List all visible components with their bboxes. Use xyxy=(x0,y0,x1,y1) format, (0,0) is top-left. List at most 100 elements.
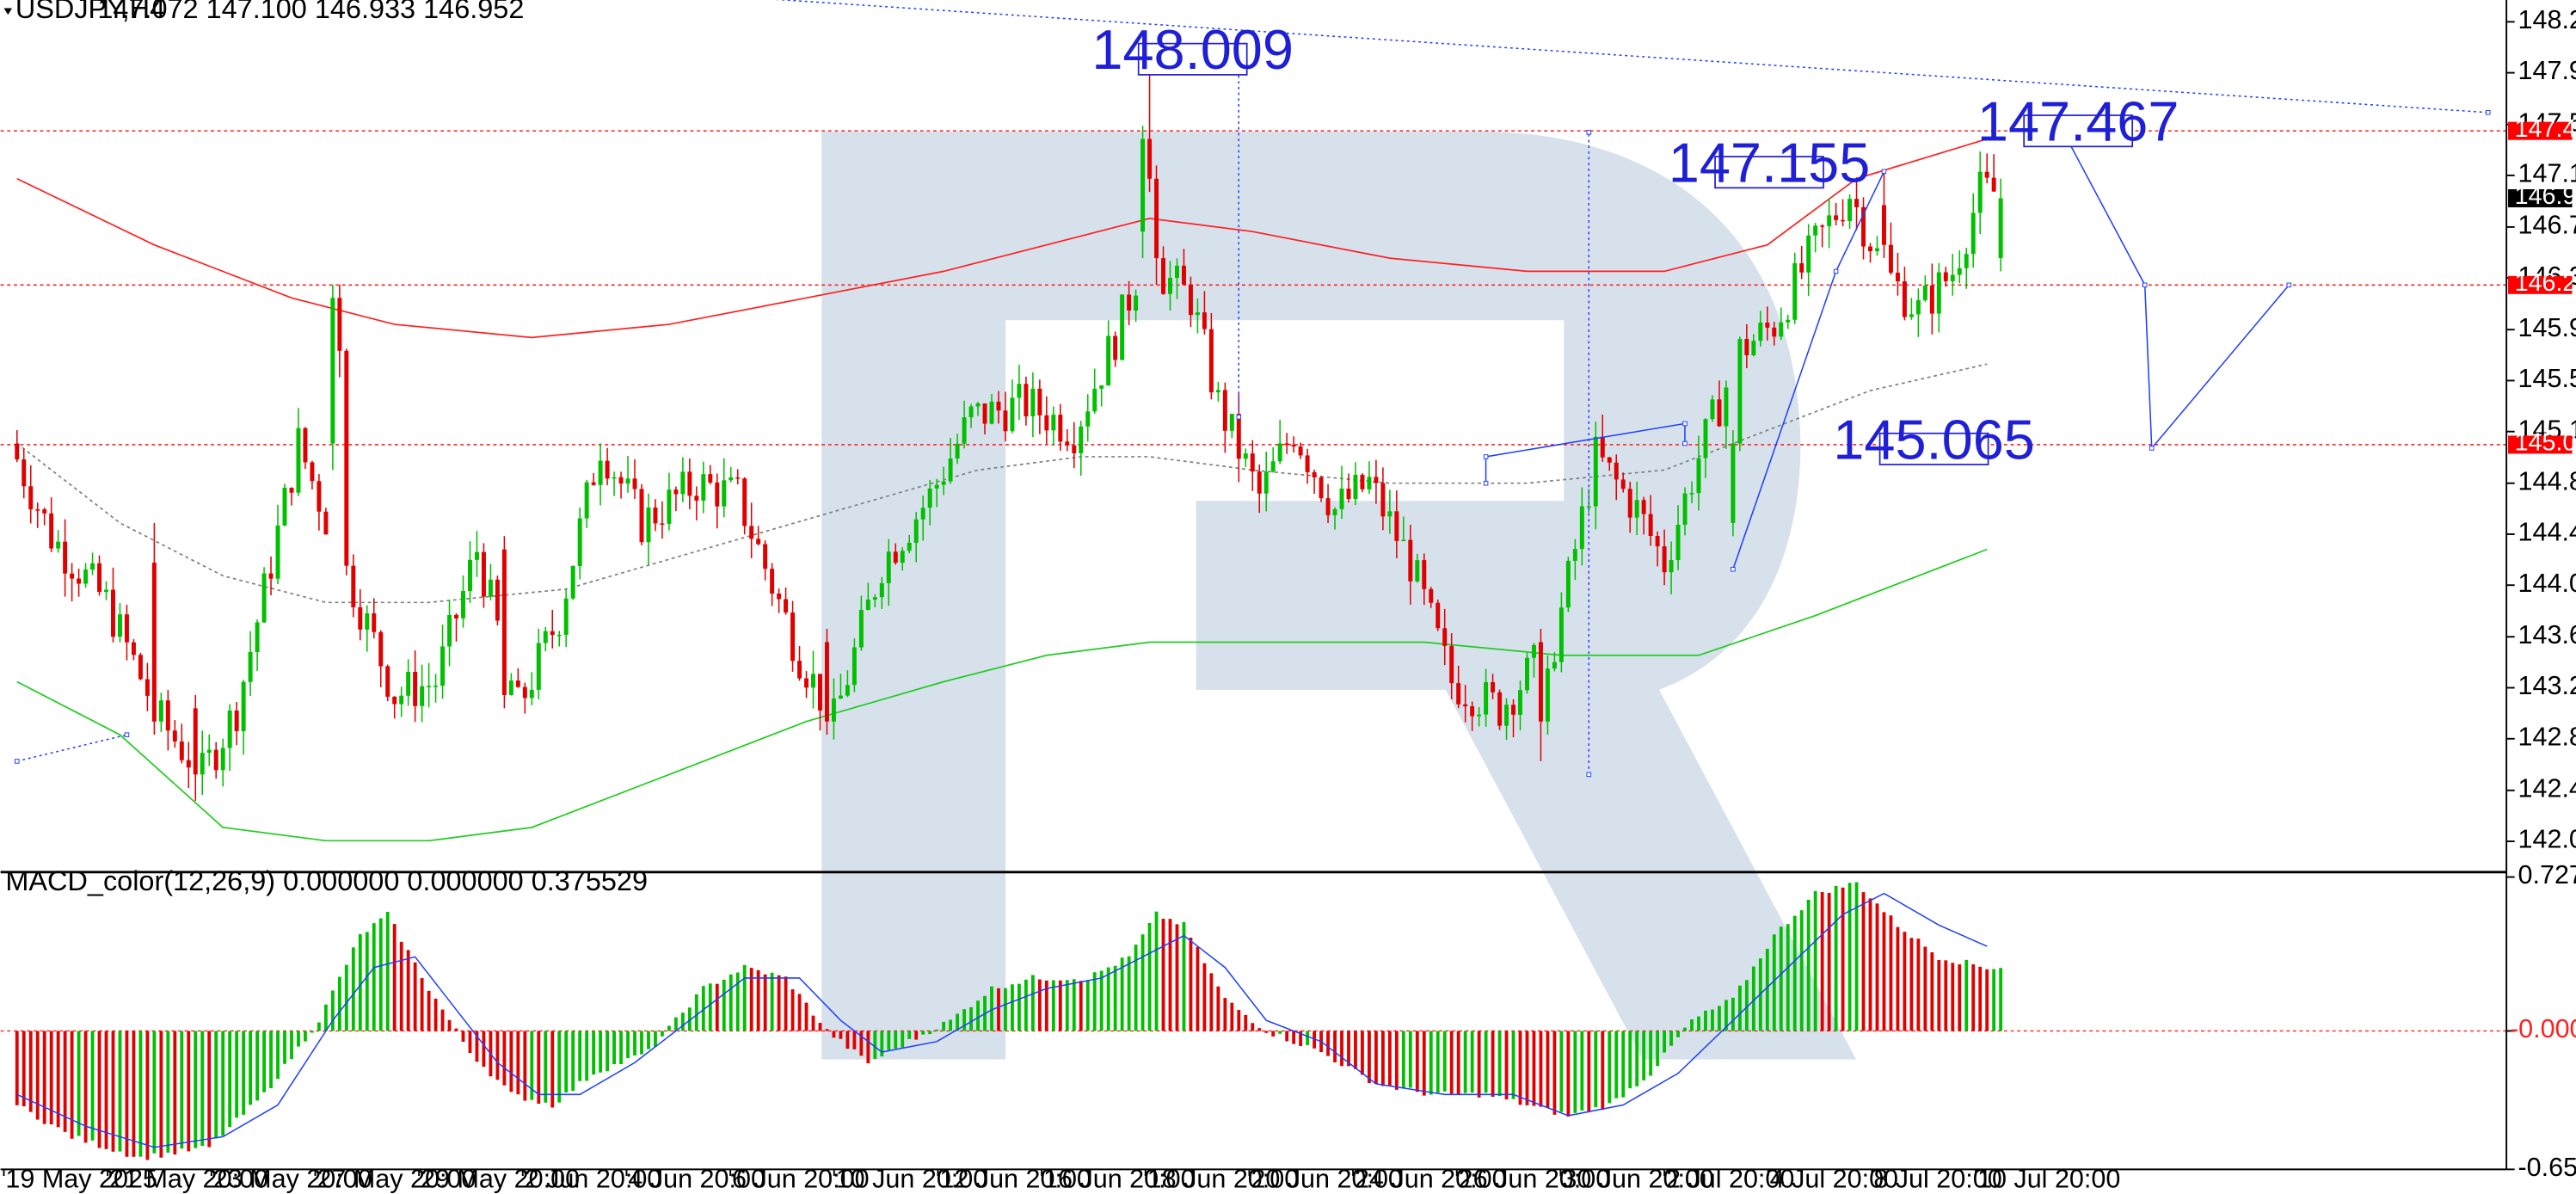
macd-bar xyxy=(1251,1023,1255,1031)
candle-body xyxy=(653,508,658,524)
macd-bar xyxy=(440,1009,445,1031)
macd-bar xyxy=(1841,887,1845,1031)
candle-body xyxy=(1051,415,1056,431)
macd-bar xyxy=(818,1023,822,1031)
candle-body xyxy=(515,680,520,687)
macd-bar xyxy=(1656,1031,1660,1067)
candle-body xyxy=(694,495,699,501)
macd-bar xyxy=(612,1031,616,1065)
macd-bar xyxy=(1182,921,1186,1031)
macd-bar xyxy=(1477,1031,1481,1098)
candle-body xyxy=(1977,171,1983,213)
candle-body xyxy=(1037,388,1042,415)
candle-body xyxy=(790,612,796,662)
candle-body xyxy=(660,523,665,525)
macd-bar xyxy=(544,1031,548,1103)
candle-body xyxy=(1113,335,1118,360)
macd-bar xyxy=(797,994,802,1031)
candle-body xyxy=(200,753,205,775)
macd-bar xyxy=(571,1031,575,1091)
macd-bar xyxy=(1361,1031,1364,1075)
candle-body xyxy=(1181,265,1186,285)
candle-body xyxy=(1277,443,1282,462)
candle-body xyxy=(501,549,507,695)
macd-bar xyxy=(1491,1031,1495,1097)
macd-bar xyxy=(1161,919,1165,1031)
macd-bar xyxy=(1711,1009,1714,1031)
candle-body xyxy=(310,462,315,482)
price-tick-label: 147.125 xyxy=(2518,159,2576,188)
trendline-handle xyxy=(124,732,130,737)
macd-bar xyxy=(1820,892,1824,1031)
macd-bar xyxy=(1037,979,1042,1031)
macd-bar xyxy=(1909,938,1914,1031)
price-panel[interactable]: 148.009 147.155 147.467 145.065 xyxy=(0,0,2507,842)
candle-body xyxy=(1030,388,1036,416)
macd-bar xyxy=(1497,1031,1502,1097)
level-price-tag-label: 146.297 xyxy=(2515,269,2576,297)
candle-body xyxy=(673,489,679,495)
candle-body xyxy=(996,401,1001,411)
macd-bar xyxy=(770,972,774,1031)
macd-bar xyxy=(1085,980,1090,1031)
candle-body xyxy=(1545,668,1550,722)
candle-body xyxy=(680,471,685,495)
candle-body xyxy=(372,613,377,632)
candle-body xyxy=(83,569,89,584)
macd-bar xyxy=(647,1031,650,1049)
macd-bar xyxy=(687,1007,692,1031)
macd-bar xyxy=(1882,912,1886,1031)
candle-body xyxy=(1429,588,1434,603)
callout-box xyxy=(1714,156,1824,189)
time-tick-label: 2 Jul 20:00 xyxy=(1666,1164,1794,1193)
macd-bar xyxy=(667,1025,671,1031)
price-tick-label: 142.480 xyxy=(2518,773,2576,803)
macd-bar xyxy=(276,1031,280,1080)
candle-body xyxy=(268,573,274,579)
candle-body xyxy=(1682,493,1688,526)
candle-body xyxy=(838,695,843,699)
macd-bar xyxy=(194,1031,198,1148)
macd-bar xyxy=(132,1031,136,1157)
candle-body xyxy=(763,544,768,569)
macd-bar xyxy=(1202,963,1207,1031)
candle-body xyxy=(1387,511,1393,517)
candle-body xyxy=(831,699,836,722)
candle-body xyxy=(1744,339,1749,355)
candle-body xyxy=(1875,248,1879,252)
candle-body xyxy=(303,428,308,463)
macd-bar xyxy=(1532,1031,1536,1106)
candle-body xyxy=(289,488,294,493)
candle-body xyxy=(962,417,967,444)
candle-body xyxy=(1339,489,1344,509)
candle-body xyxy=(1085,411,1091,427)
time-tick-label: 29 May 20:00 xyxy=(421,1164,580,1193)
macd-bar xyxy=(1120,957,1124,1031)
macd-bar xyxy=(70,1031,74,1139)
moving-averages xyxy=(16,138,1988,842)
candle-body xyxy=(543,631,548,643)
candle-body xyxy=(1291,445,1296,447)
candle-body xyxy=(97,563,102,593)
candle-body xyxy=(1841,219,1846,222)
time-tick-label: 6 Jun 20:00 xyxy=(732,1164,870,1193)
candle-body xyxy=(1010,397,1015,432)
candle-body xyxy=(934,484,939,489)
candle-body xyxy=(70,573,75,579)
macd-bar xyxy=(1429,1031,1433,1095)
callout-2: 147.467 xyxy=(1977,90,2179,153)
level-price-tag xyxy=(2508,275,2573,294)
candle-body xyxy=(220,748,225,771)
candle-body xyxy=(900,551,905,563)
candle-body xyxy=(90,563,95,570)
symbol-dropdown-icon[interactable] xyxy=(3,8,13,15)
macd-bar xyxy=(1072,979,1076,1031)
candle-body xyxy=(138,655,143,680)
candle-body xyxy=(1270,461,1276,472)
symbol-label: USDJPY,H4 xyxy=(15,0,165,24)
macd-bar xyxy=(1347,1031,1350,1067)
candle-body xyxy=(1305,455,1310,472)
candle-body xyxy=(1154,178,1159,259)
macd-panel[interactable] xyxy=(0,882,2507,1160)
